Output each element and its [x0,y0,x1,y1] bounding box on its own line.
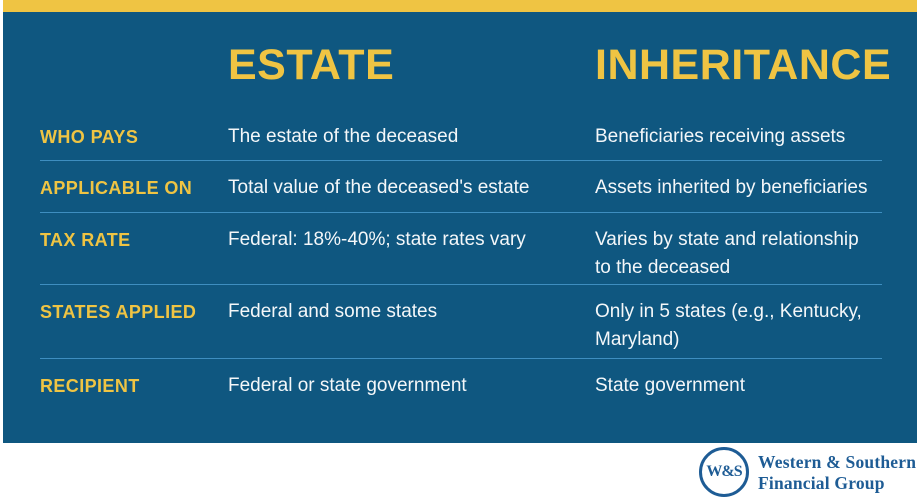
row-label: RECIPIENT [40,376,140,396]
inheritance-value: State government [595,375,745,396]
header-spacer [40,42,228,89]
header-row: ESTATE INHERITANCE [40,41,892,89]
inheritance-value: Varies by state and relationship to the … [595,229,859,278]
logo-line2: Financial Group [758,472,885,493]
row-label: TAX RATE [40,230,131,250]
table-row-states-applied: STATES APPLIED Federal and some states O… [40,284,882,358]
logo-wordmark: Western & Southern Financial Group [758,447,916,493]
logo-line1: Western & Southern [758,452,917,472]
estate-value: The estate of the deceased [228,126,459,147]
row-label: APPLICABLE ON [40,178,193,198]
column-header-estate: ESTATE [228,41,395,89]
ws-monogram-text: W&S [706,463,742,480]
top-accent-bar [3,0,917,12]
column-header-inheritance: INHERITANCE [595,41,892,89]
inheritance-value: Only in 5 states (e.g., Kentucky, Maryla… [595,301,862,350]
footer-band: W&S Western & Southern Financial Group [0,443,920,499]
inheritance-value: Beneficiaries receiving assets [595,126,846,147]
table-row-applicable-on: APPLICABLE ON Total value of the decease… [40,160,882,212]
inheritance-value: Assets inherited by beneficiaries [595,177,868,198]
estate-value: Federal and some states [228,301,438,322]
comparison-table: WHO PAYS The estate of the deceased Bene… [40,110,882,443]
estate-value: Total value of the deceased's estate [228,177,530,198]
estate-value: Federal or state government [228,375,467,396]
estate-value: Federal: 18%-40%; state rates vary [228,229,526,250]
table-row-tax-rate: TAX RATE Federal: 18%-40%; state rates v… [40,212,882,284]
row-label: STATES APPLIED [40,302,197,322]
table-row-recipient: RECIPIENT Federal or state government St… [40,358,882,443]
table-row-who-pays: WHO PAYS The estate of the deceased Bene… [40,110,882,160]
western-southern-logo: W&S Western & Southern Financial Group [699,447,916,497]
ws-monogram-icon: W&S [699,447,749,497]
comparison-panel: ESTATE INHERITANCE WHO PAYS The estate o… [3,12,917,443]
row-label: WHO PAYS [40,127,139,147]
